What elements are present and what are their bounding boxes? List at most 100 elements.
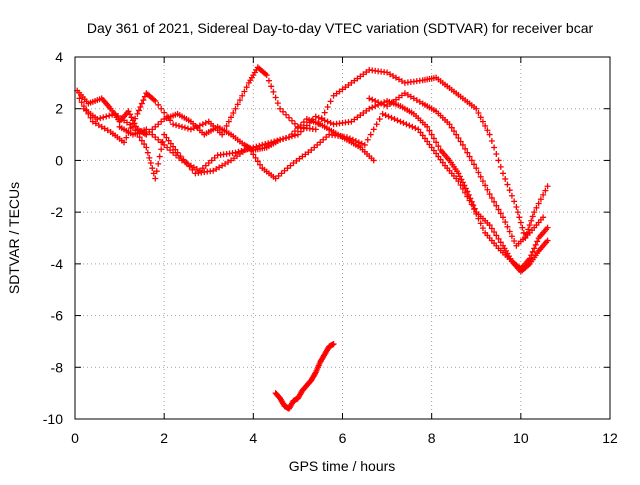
data-point [448,124,455,131]
data-point [486,191,493,198]
data-point [247,145,254,152]
data-point [149,165,156,172]
data-point [123,134,130,141]
data-point [511,238,518,245]
data-point [497,210,504,217]
data-point [164,113,171,120]
x-tick-label: 4 [249,430,257,446]
data-point [202,119,209,126]
data-point [504,181,511,188]
data-point [257,161,264,168]
data-point [511,198,518,205]
data-point [457,181,464,188]
data-point [366,105,373,112]
data-point [495,157,502,164]
data-point [468,201,475,208]
data-point [199,121,206,128]
data-point [456,173,463,180]
data-point [172,146,179,153]
data-point [147,160,154,167]
y-tick-label: -2 [51,204,64,220]
data-point [265,77,272,84]
data-point [542,187,549,194]
data-point [479,118,486,125]
y-tick-label: 2 [55,101,63,117]
data-point [544,183,551,190]
data-point [424,123,431,130]
data-point [271,138,278,145]
data-point [291,128,298,135]
data-point [491,228,498,235]
data-point [129,123,136,130]
data-point [144,149,151,156]
data-point [453,131,460,138]
data-point [94,116,101,123]
data-point [488,225,495,232]
data-point [361,141,368,148]
data-point [143,144,150,151]
data-point [428,144,435,151]
data-point [497,239,504,246]
data-point [321,109,328,116]
data-point [268,83,275,90]
data-point [238,147,245,154]
data-point [239,92,246,99]
data-point [156,153,163,160]
data-point [262,141,269,148]
data-point [324,118,331,125]
data-point [121,139,128,146]
data-point [513,203,520,210]
x-tick-label: 8 [428,430,436,446]
data-point [270,88,277,95]
data-point [265,140,272,147]
data-point [464,149,471,156]
data-point [283,111,290,118]
data-point [152,97,159,104]
data-point [236,97,243,104]
data-point [529,248,536,255]
data-point [488,194,495,201]
y-tick-label: -4 [51,256,64,272]
data-point [280,108,287,115]
data-point [462,189,469,196]
data-point [430,135,437,142]
data-point [531,245,538,252]
data-point [244,146,251,153]
data-point [544,237,551,244]
data-point [372,103,379,110]
data-point [488,138,495,145]
data-point [136,134,143,141]
data-point [327,98,334,105]
x-axis-label: GPS time / hours [289,458,396,474]
data-point [430,147,437,154]
data-point [450,128,457,135]
data-point [274,100,281,107]
series-track-d [116,116,377,174]
data-point [466,153,473,160]
y-tick-label: -8 [51,359,64,375]
data-point [283,135,290,142]
data-point [459,141,466,148]
data-point [324,103,331,110]
data-point [277,136,284,143]
data-point [508,192,515,199]
data-point [100,114,107,121]
data-point [196,122,203,129]
data-point [106,112,113,119]
data-point [232,149,239,156]
data-point [526,255,533,262]
data-point [491,144,498,151]
data-point [366,95,373,102]
data-point [486,131,493,138]
data-point [190,125,197,132]
data-point [223,122,230,129]
data-point [167,117,174,124]
data-point [155,101,162,108]
data-point [312,113,319,120]
data-point [528,252,535,259]
x-tick-label: 12 [602,430,618,446]
data-point [473,165,480,172]
data-point [382,112,389,119]
data-point [280,135,287,142]
